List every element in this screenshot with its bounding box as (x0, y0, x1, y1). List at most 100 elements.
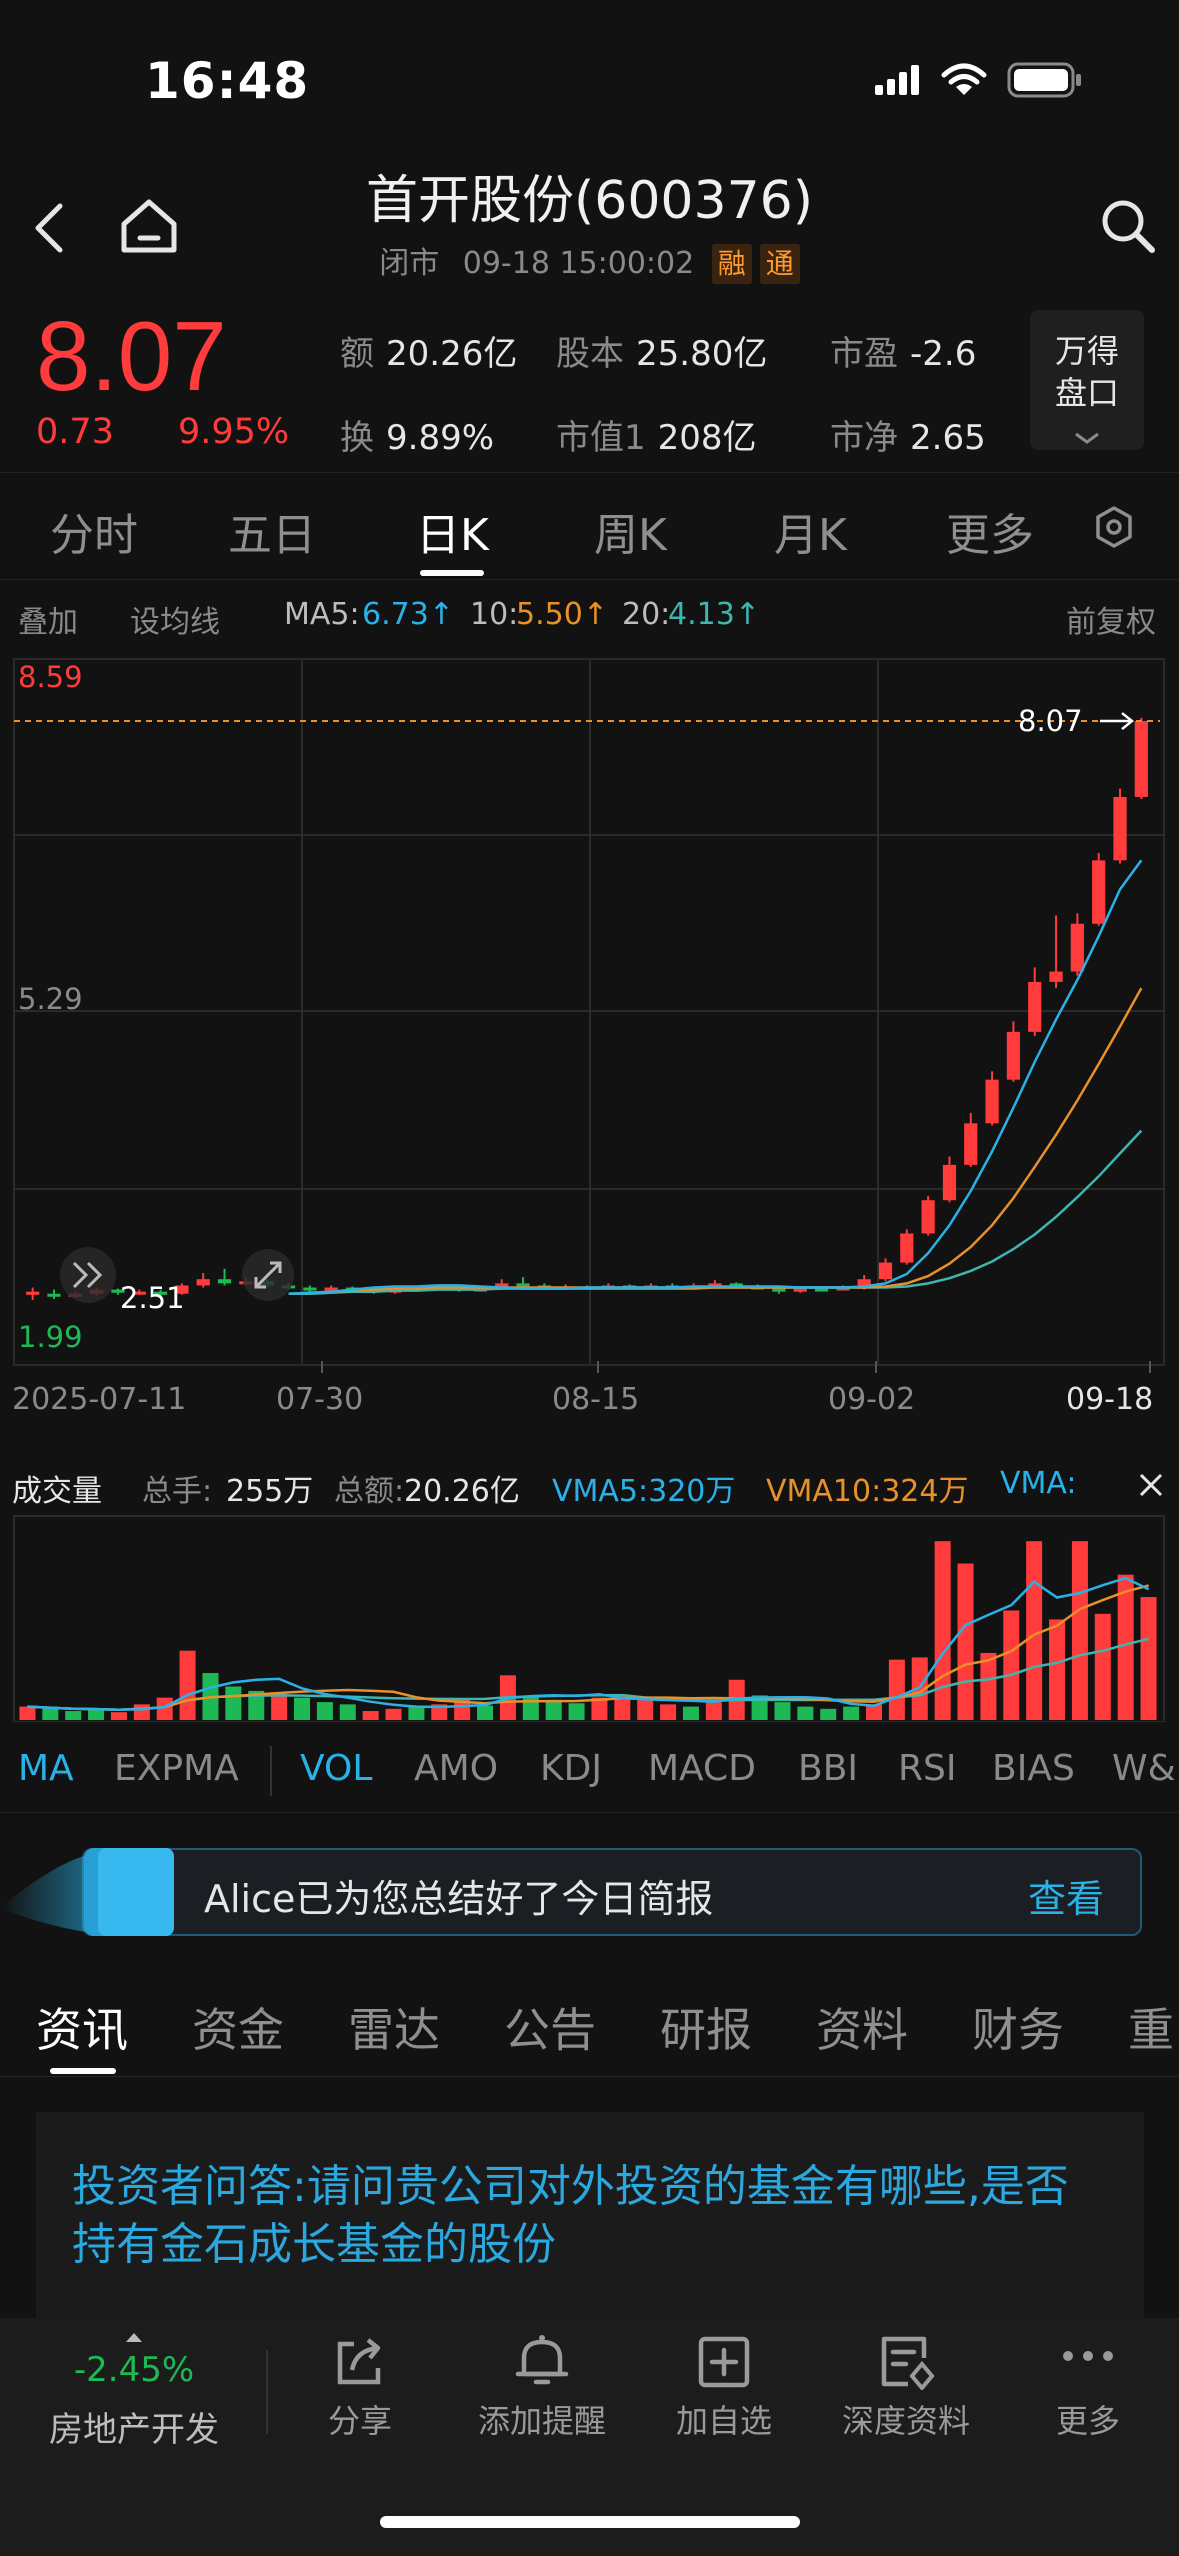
volume-bar (522, 1695, 539, 1720)
volume-bar (248, 1690, 265, 1720)
volume-bar (42, 1708, 59, 1720)
last-price-label: 8.07 (1018, 704, 1083, 738)
chart-grid (13, 658, 1165, 1373)
candle-body (857, 1279, 871, 1288)
volume-bar (660, 1704, 677, 1720)
indicator-tab-4[interactable]: KDJ (540, 1748, 602, 1789)
ma5-line (288, 859, 1143, 1296)
news-tab-7[interactable]: 重 (1128, 2003, 1174, 2057)
news-tab-1[interactable]: 资金 (192, 2003, 284, 2057)
overlay-button[interactable]: 叠加 (18, 605, 78, 640)
share-button[interactable]: 分享 (327, 2402, 392, 2440)
indicator-tab-9[interactable]: W& (1112, 1748, 1176, 1789)
vma10: VMA10:324万 (766, 1474, 969, 1509)
banner-text: Alice已为您总结好了今日简报 (204, 1877, 714, 1921)
more-button[interactable]: 更多 (1055, 2402, 1120, 2440)
wifi-icon (941, 63, 987, 95)
y-label-mid: 5.29 (18, 982, 83, 1016)
ma20-value: 4.13↑ (668, 597, 760, 632)
volume-bar (934, 1541, 951, 1720)
volume-chart[interactable] (0, 1512, 1179, 1722)
candle-body (47, 1293, 61, 1297)
last-price: 8.07 (36, 301, 227, 411)
x-tick-1: 07-30 (276, 1382, 364, 1417)
candle-body (196, 1279, 210, 1286)
indicator-tab-1[interactable]: EXPMA (114, 1748, 239, 1789)
volume-bar (820, 1708, 837, 1720)
set-ma-button[interactable]: 设均线 (130, 605, 220, 640)
home-icon[interactable] (118, 196, 180, 256)
market-status-text: 闭市 (379, 246, 440, 281)
volume-ma-lines-layer (27, 1576, 1150, 1711)
news-tab-0[interactable]: 资讯 (36, 2003, 128, 2057)
volume-bar (362, 1711, 379, 1720)
indicator-tab-0[interactable]: MA (18, 1748, 74, 1789)
candle-body (729, 1283, 743, 1287)
tab-more[interactable]: 更多 (946, 510, 1034, 561)
alice-logo-icon (0, 1848, 174, 1936)
news-tab-4[interactable]: 研报 (660, 2003, 752, 2057)
back-icon[interactable] (26, 200, 70, 256)
sector-name[interactable]: 房地产开发 (49, 2410, 219, 2450)
tab-weekly-k[interactable]: 周K (594, 510, 667, 561)
candlestick-chart[interactable]: 8.59 5.29 1.99 8.07 2.51 (0, 655, 1179, 1375)
volume-bar (88, 1709, 105, 1720)
bell-icon[interactable] (514, 2332, 570, 2390)
candle-body (900, 1233, 914, 1263)
candle-body (878, 1262, 893, 1280)
tab-intraday[interactable]: 分时 (50, 510, 138, 561)
volume-bar (843, 1706, 860, 1720)
indicator-tab-8[interactable]: BIAS (992, 1748, 1075, 1789)
more-icon[interactable] (1060, 2346, 1116, 2366)
news-tab-5[interactable]: 资料 (816, 2003, 908, 2057)
home-indicator[interactable] (380, 2516, 800, 2528)
tab-monthly-k[interactable]: 月K (774, 510, 847, 561)
news-tab-2[interactable]: 雷达 (348, 2003, 440, 2057)
indicator-tab-5[interactable]: MACD (648, 1748, 756, 1789)
connect-tag[interactable]: 通 (759, 244, 800, 284)
share-icon[interactable] (332, 2334, 388, 2390)
volume-bar (1140, 1597, 1157, 1720)
indicator-tab-6[interactable]: BBI (798, 1748, 859, 1789)
settings-icon[interactable] (1092, 505, 1136, 549)
banner-view-button[interactable]: 查看 (1028, 1877, 1105, 1921)
stat-shares: 股本 25.80亿 (556, 334, 768, 374)
scroll-left-icon[interactable] (60, 1247, 116, 1303)
candle-body (836, 1287, 850, 1291)
candle-body (793, 1288, 807, 1292)
candle-body (516, 1283, 530, 1287)
volume-bar (1026, 1541, 1043, 1720)
candles-layer (26, 717, 1148, 1300)
add-watchlist-icon[interactable] (696, 2334, 752, 2390)
sector-change[interactable]: -2.45% (73, 2350, 195, 2390)
volume-bar (133, 1704, 150, 1720)
indicator-tab-2[interactable]: VOL (300, 1748, 373, 1789)
margin-tag[interactable]: 融 (711, 244, 752, 284)
volume-bar (431, 1704, 448, 1720)
expand-chart-icon[interactable] (242, 1249, 294, 1301)
volume-bar (156, 1697, 173, 1720)
news-tab-3[interactable]: 公告 (504, 2003, 596, 2057)
add-alert-button[interactable]: 添加提醒 (477, 2402, 606, 2440)
deep-data-button[interactable]: 深度资料 (841, 2402, 970, 2440)
tab-five-day[interactable]: 五日 (228, 510, 316, 561)
indicator-tab-3[interactable]: AMO (414, 1748, 499, 1789)
total-hands-label: 总手: (142, 1474, 213, 1509)
search-icon[interactable] (1098, 196, 1158, 256)
caret-up-icon (126, 2333, 142, 2342)
adjust-mode-button[interactable]: 前复权 (1066, 605, 1156, 640)
total-amount: 20.26亿 (404, 1474, 520, 1509)
news-tab-6[interactable]: 财务 (972, 2003, 1064, 2057)
news-headline[interactable]: 投资者问答:请问贵公司对外投资的基金有哪些,是否持有金石成长基金的股份 (72, 2161, 1069, 2270)
volume-title: 成交量 (12, 1474, 102, 1509)
close-icon[interactable] (1136, 1470, 1166, 1500)
tab-daily-k[interactable]: 日K (416, 510, 489, 561)
add-watchlist-button[interactable]: 加自选 (675, 2402, 772, 2440)
indicator-tab-7[interactable]: RSI (898, 1748, 957, 1789)
alice-briefing-banner[interactable] (82, 1848, 1142, 1936)
wande-panel-button[interactable]: 万得 盘口 (1030, 310, 1144, 450)
candle-body (495, 1283, 509, 1289)
x-tick-2: 08-15 (552, 1382, 640, 1417)
period-tabs: 分时 五日 日K 周K 月K 更多 (0, 472, 1179, 580)
deep-data-icon[interactable] (878, 2334, 936, 2390)
